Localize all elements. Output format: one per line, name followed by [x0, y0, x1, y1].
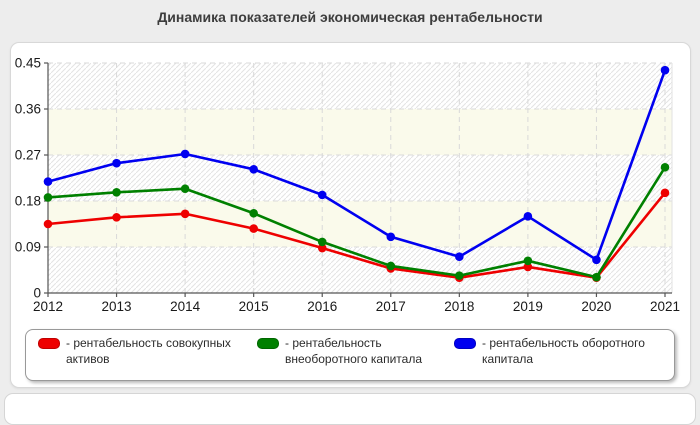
- legend-label: - рентабельность оборотного капитала: [482, 336, 645, 366]
- legend-item-0: - рентабельность совокупных активов: [38, 336, 256, 376]
- x-tick-label: 2016: [307, 299, 337, 314]
- y-tick-label: 0.09: [15, 240, 41, 255]
- y-tick-label: 0.18: [15, 194, 41, 209]
- x-tick-label: 2014: [170, 299, 201, 314]
- plot-bands: [48, 63, 672, 293]
- gridlines: [48, 62, 672, 293]
- legend-label: - рентабельность совокупных активов: [66, 336, 231, 366]
- x-tick-label: 2020: [581, 299, 611, 314]
- series-2: [43, 65, 670, 265]
- y-tick-label: 0: [33, 286, 41, 301]
- legend-swatch-icon: [454, 338, 476, 349]
- chart-title: Динамика показателей экономическая рента…: [157, 9, 543, 25]
- legend-item-1: - рентабельность внеоборотного капитала: [257, 336, 453, 376]
- series-1: [43, 162, 670, 282]
- chart-legend: - рентабельность совокупных активов - рен…: [25, 329, 675, 381]
- legend-label: - рентабельность внеоборотного капитала: [285, 336, 422, 366]
- chart-card: 0 0.09 0.18 0.27 0.36 0.45 2012 2013 2014 2015 201…: [10, 42, 691, 388]
- x-tick-label: 2019: [513, 299, 543, 314]
- bottom-card-edge: [4, 393, 696, 425]
- x-tick-label: 2015: [239, 299, 269, 314]
- x-tick-label: 2012: [33, 299, 63, 314]
- x-tick-label: 2013: [102, 299, 132, 314]
- legend-item-2: - рентабельность оборотного капитала: [454, 336, 662, 376]
- x-tick-label: 2018: [444, 299, 474, 314]
- legend-swatch-icon: [38, 338, 60, 349]
- y-tick-label: 0.36: [15, 102, 41, 117]
- legend-swatch-icon: [257, 338, 279, 349]
- y-axis-labels: 0 0.09 0.18 0.27 0.36 0.45: [15, 56, 41, 301]
- x-tick-label: 2017: [376, 299, 406, 314]
- x-tick-label: 2021: [650, 299, 680, 314]
- y-tick-label: 0.27: [15, 148, 41, 163]
- x-axis-labels: 2012 2013 2014 2015 2016 2017 2018 2019 2020 2021: [33, 299, 680, 314]
- y-tick-label: 0.45: [15, 56, 41, 71]
